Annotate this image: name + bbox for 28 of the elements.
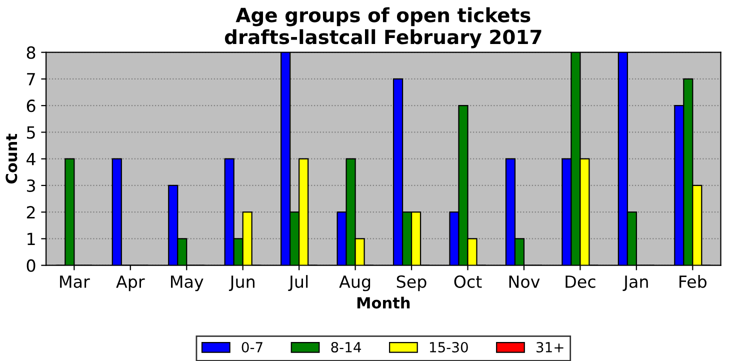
x-tick-label: Jul xyxy=(288,275,308,292)
y-tick-label: 1 xyxy=(28,232,35,246)
legend-label: 0-7 xyxy=(242,342,262,352)
y-axis-title: Count xyxy=(6,134,18,184)
y-tick-label: 8 xyxy=(26,46,36,59)
x-tick-label: Sep xyxy=(396,275,426,292)
x-tick-label: Dec xyxy=(566,276,596,288)
y-tick-label: 7 xyxy=(27,73,35,86)
x-tick-label: Oct xyxy=(454,275,482,288)
x-tick-label: Nov xyxy=(509,276,540,288)
legend-label: 15-30 xyxy=(430,342,468,352)
x-tick-label: Apr xyxy=(116,276,145,292)
x-tick-label: Jun xyxy=(228,276,254,292)
y-tick-label: 3 xyxy=(26,179,35,192)
chart-title: Age groups of open tickets drafts-lastcall February 2017 xyxy=(224,7,542,48)
x-axis-title: Month xyxy=(357,296,410,309)
x-tick-label: Mar xyxy=(60,276,90,288)
y-tick-label: 2 xyxy=(26,206,35,218)
x-tick-label: May xyxy=(171,276,204,292)
legend-label: 31+ xyxy=(536,342,564,352)
legend-label: 8-14 xyxy=(331,342,362,352)
x-tick-label: Feb xyxy=(680,275,706,288)
x-tick-label: Aug xyxy=(339,276,370,292)
y-tick-label: 4 xyxy=(26,153,36,166)
y-tick-label: 6 xyxy=(26,100,36,112)
y-tick-label: 0 xyxy=(26,259,36,272)
y-tick-label: 5 xyxy=(27,126,35,139)
x-tick-label: Jan xyxy=(622,276,648,292)
